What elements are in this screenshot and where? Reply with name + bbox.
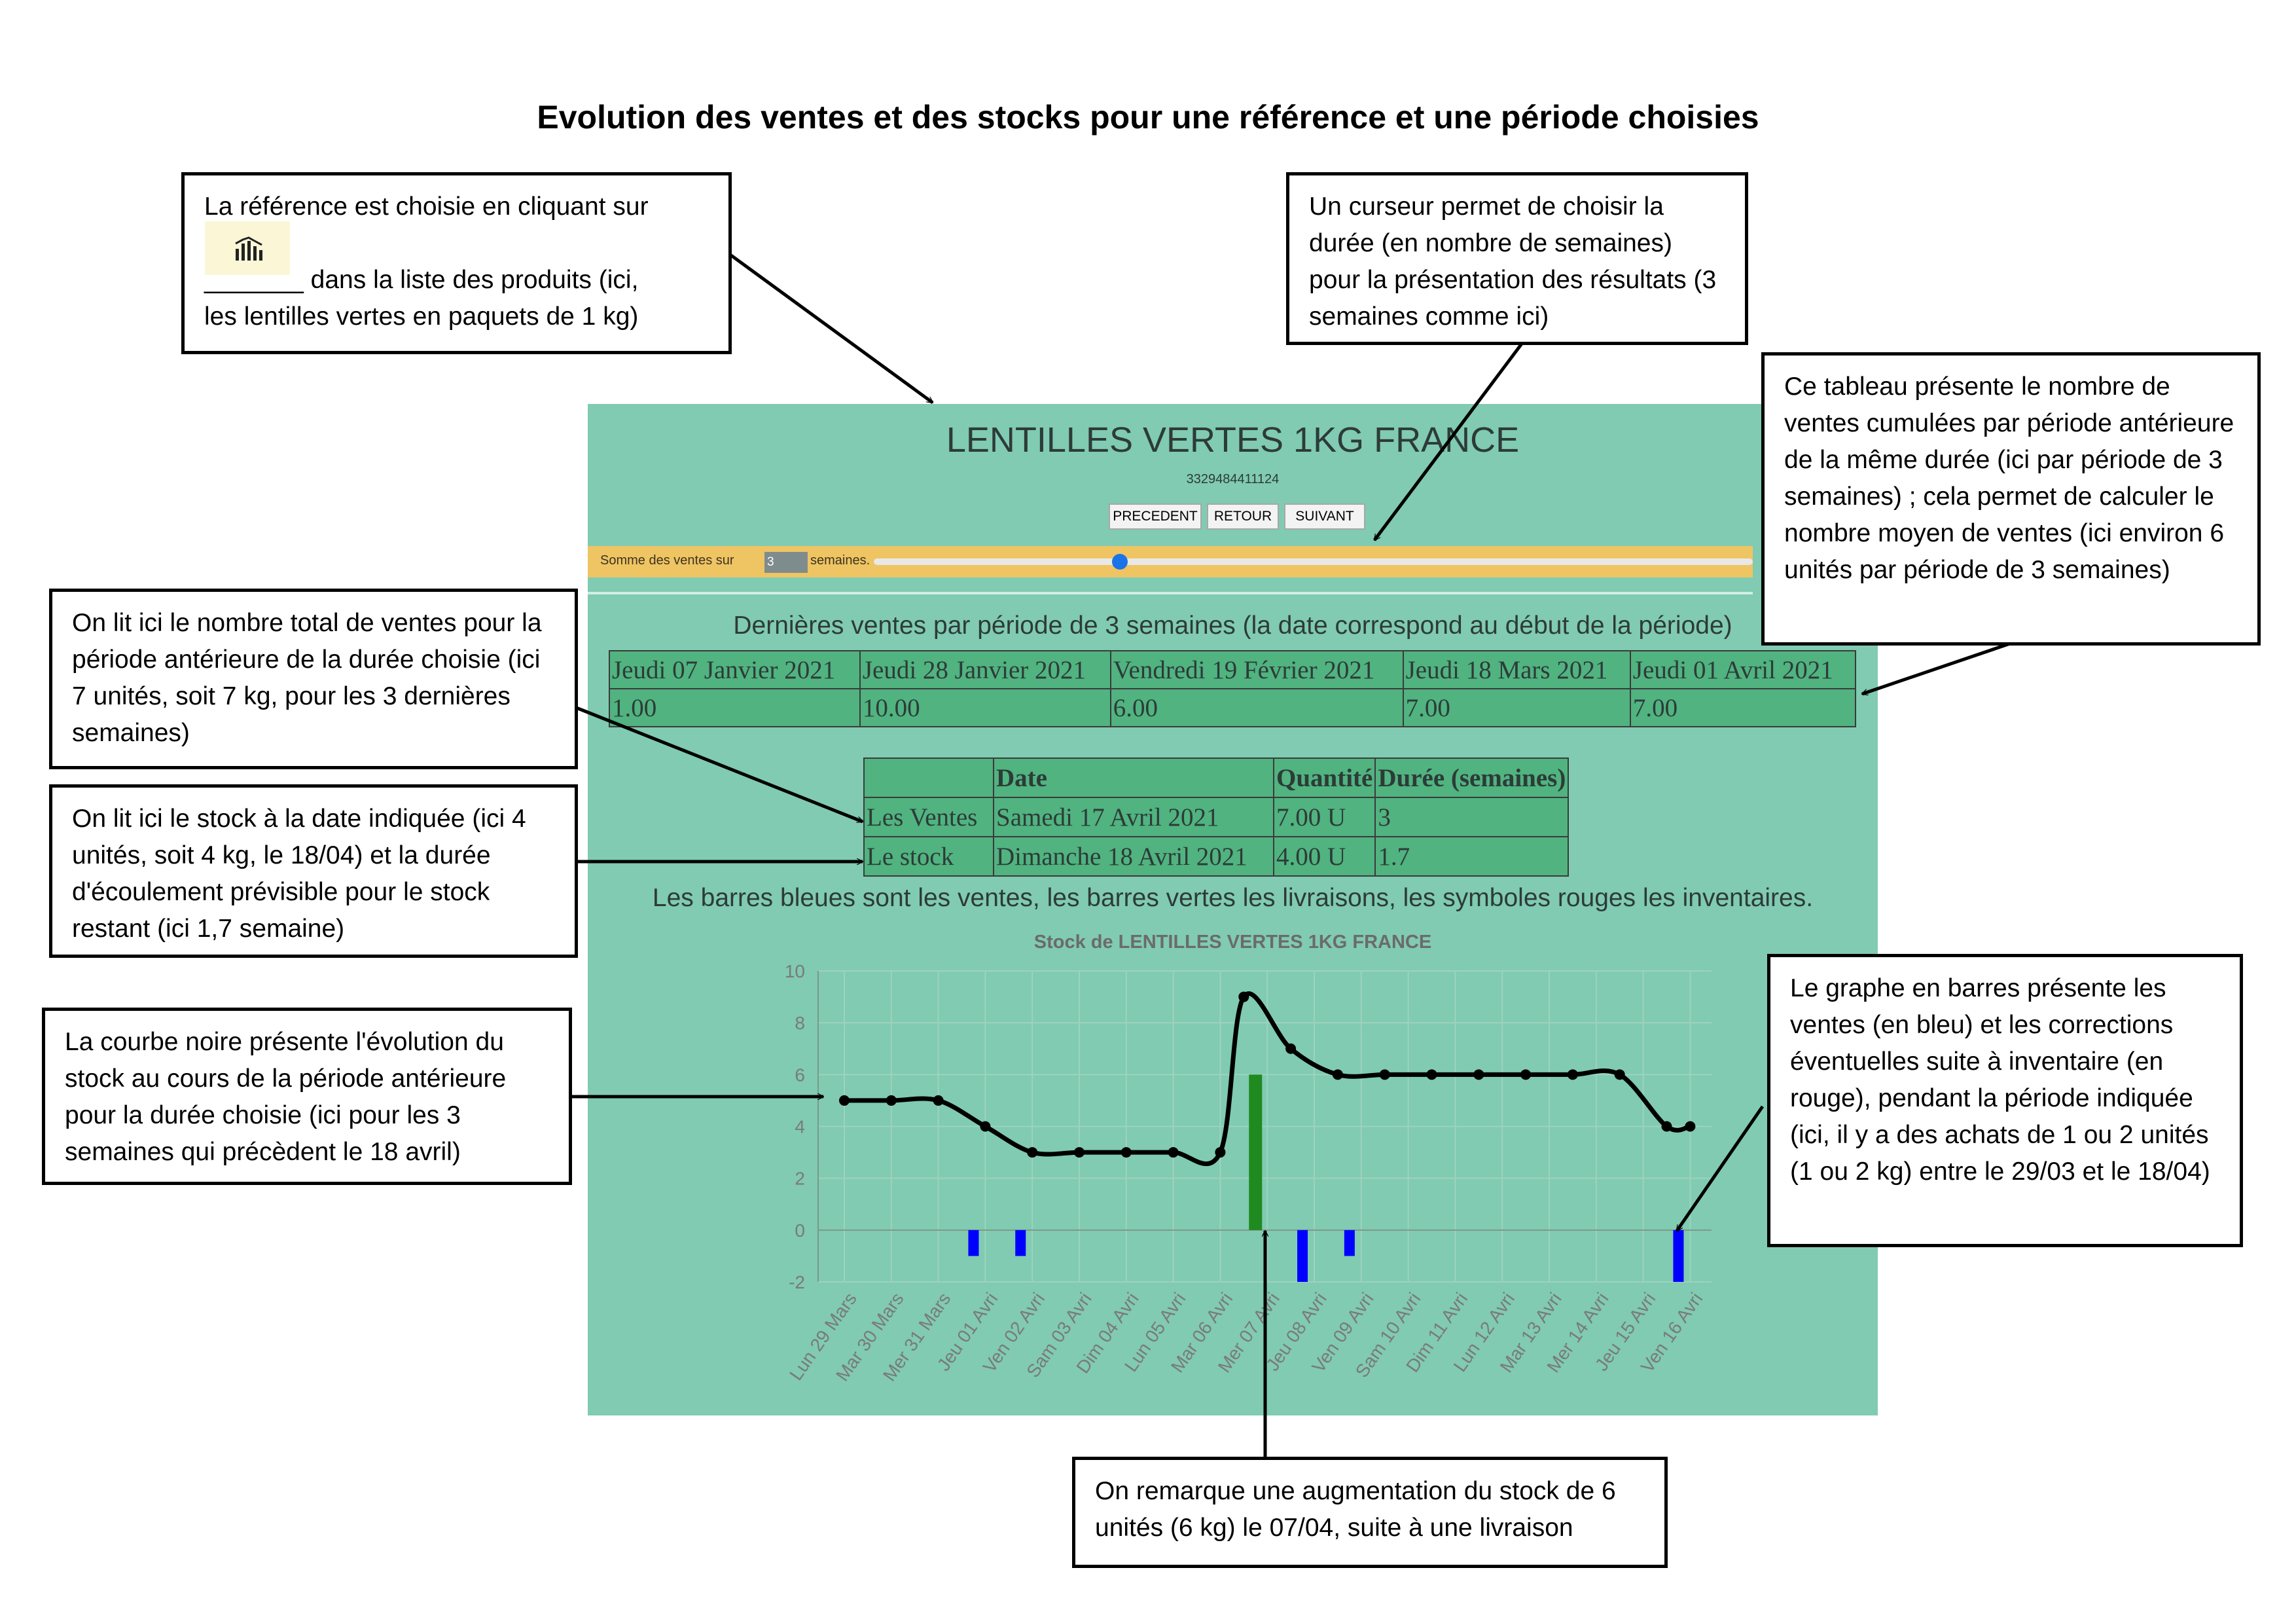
note-curve: La courbe noire présente l'évolution du …	[42, 1008, 572, 1185]
stock-point	[1380, 1069, 1390, 1080]
stock-point	[933, 1095, 944, 1106]
sales-bar	[1673, 1230, 1683, 1282]
note-bars: Le graphe en barres présente les ventes …	[1767, 954, 2243, 1247]
delivery-bar	[1249, 1074, 1262, 1230]
stock-point	[1473, 1069, 1484, 1080]
stock-point	[1520, 1069, 1531, 1080]
stock-point	[1685, 1122, 1695, 1132]
stock-point	[1662, 1122, 1672, 1132]
arrow-total-sales	[575, 707, 863, 822]
sales-bar	[1015, 1230, 1026, 1256]
stock-point	[1568, 1069, 1578, 1080]
stock-point	[886, 1095, 897, 1106]
stock-point	[1027, 1147, 1037, 1158]
note-table: Ce tableau présente le nombre de ventes …	[1761, 352, 2261, 646]
y-tick-label: -2	[789, 1272, 805, 1292]
y-tick-label: 6	[795, 1065, 805, 1085]
y-tick-label: 10	[785, 961, 805, 981]
y-tick-label: 0	[795, 1220, 805, 1241]
stock-point	[980, 1122, 990, 1132]
stock-point	[1427, 1069, 1437, 1080]
stock-point	[1168, 1147, 1179, 1158]
stock-point	[1074, 1147, 1085, 1158]
note-total-sales: On lit ici le nombre total de ventes pou…	[49, 589, 578, 769]
stock-point	[1215, 1147, 1225, 1158]
note-text: les lentilles vertes en paquets de 1 kg)	[204, 299, 709, 335]
y-tick-label: 8	[795, 1013, 805, 1033]
note-text: La référence est choisie en cliquant sur	[204, 189, 709, 225]
note-cursor: Un curseur permet de choisir la durée (e…	[1286, 172, 1748, 345]
y-tick-label: 4	[795, 1117, 805, 1137]
stock-point	[1238, 992, 1249, 1002]
y-tick-label: 2	[795, 1169, 805, 1189]
bar-chart-icon[interactable]	[205, 221, 290, 275]
note-stock: On lit ici le stock à la date indiquée (…	[49, 784, 578, 958]
stock-point	[1121, 1147, 1132, 1158]
arrow-cursor	[1374, 344, 1522, 540]
stock-point	[839, 1095, 850, 1106]
stock-point	[1615, 1069, 1625, 1080]
sales-bar	[1344, 1230, 1355, 1256]
stock-point	[1333, 1069, 1343, 1080]
sales-bar	[968, 1230, 978, 1256]
arrow-table	[1862, 642, 2016, 694]
stock-point	[1285, 1044, 1296, 1054]
arrow-reference	[731, 255, 933, 403]
note-delivery: On remarque une augmentation du stock de…	[1072, 1457, 1668, 1568]
sales-bar	[1297, 1230, 1308, 1282]
